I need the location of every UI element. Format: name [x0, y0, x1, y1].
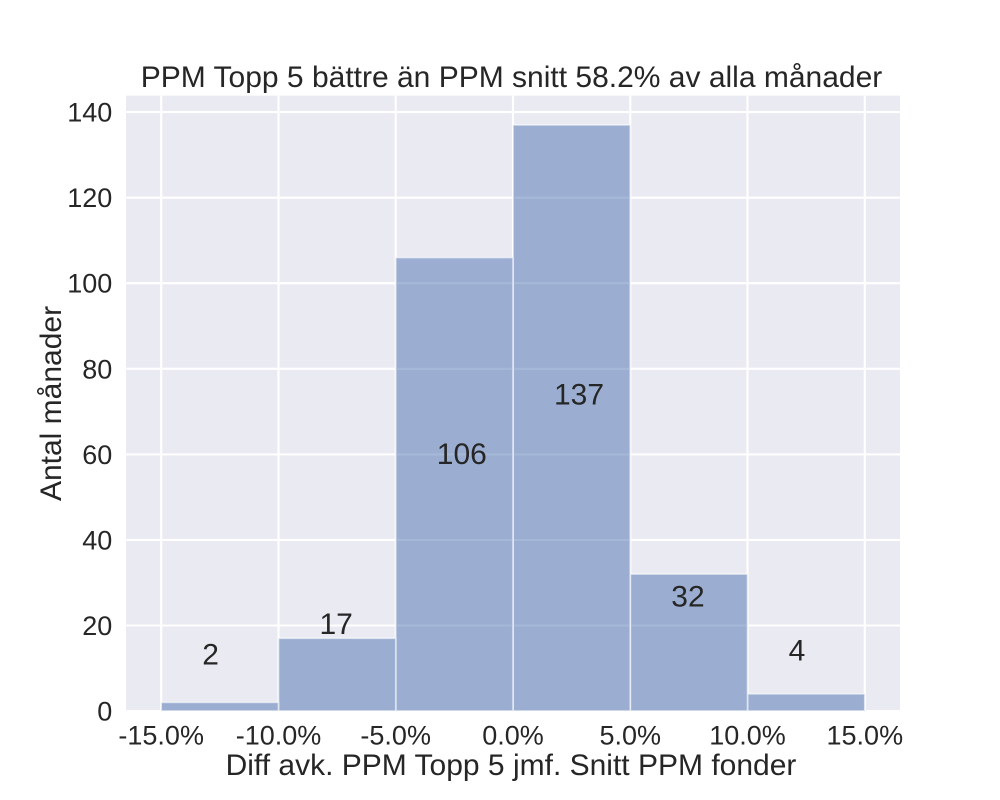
- svg-text:4: 4: [789, 635, 806, 668]
- svg-text:0.0%: 0.0%: [482, 721, 544, 751]
- svg-text:-10.0%: -10.0%: [236, 721, 322, 751]
- svg-text:10.0%: 10.0%: [709, 721, 786, 751]
- svg-text:17: 17: [320, 608, 353, 641]
- svg-text:-15.0%: -15.0%: [118, 721, 204, 751]
- svg-text:60: 60: [82, 440, 112, 470]
- svg-text:2: 2: [202, 638, 219, 671]
- svg-text:140: 140: [67, 98, 112, 128]
- svg-text:-5.0%: -5.0%: [360, 721, 431, 751]
- svg-text:0: 0: [97, 697, 112, 727]
- svg-text:100: 100: [67, 269, 112, 299]
- svg-text:5.0%: 5.0%: [600, 721, 662, 751]
- svg-text:32: 32: [671, 581, 704, 614]
- svg-text:80: 80: [82, 354, 112, 384]
- svg-text:20: 20: [82, 611, 112, 641]
- svg-text:106: 106: [437, 438, 487, 471]
- svg-text:120: 120: [67, 183, 112, 213]
- svg-text:Diff avk. PPM Topp 5 jmf. Snit: Diff avk. PPM Topp 5 jmf. Snitt PPM fond…: [226, 749, 797, 782]
- svg-text:15.0%: 15.0%: [827, 721, 904, 751]
- svg-text:137: 137: [554, 379, 604, 412]
- svg-text:PPM Topp 5 bättre än PPM snitt: PPM Topp 5 bättre än PPM snitt 58.2% av …: [141, 61, 883, 94]
- svg-text:Antal månader: Antal månader: [35, 306, 68, 501]
- svg-text:40: 40: [82, 525, 112, 555]
